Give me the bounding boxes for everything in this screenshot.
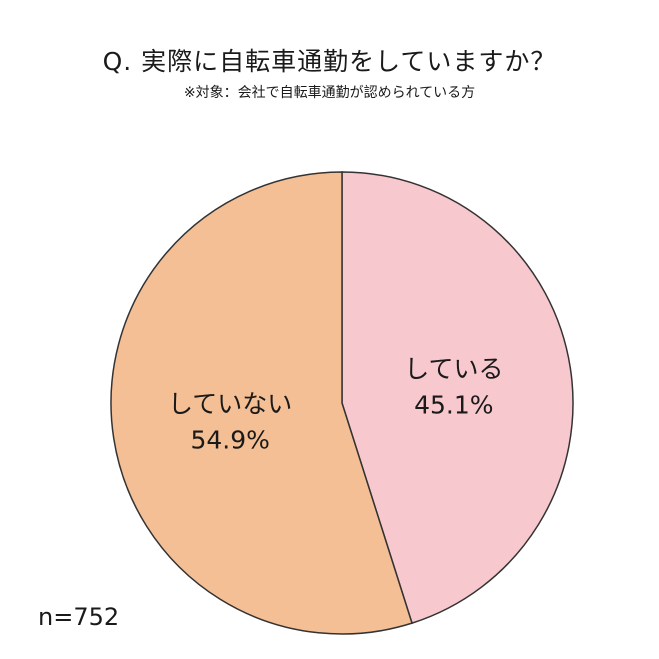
sample-size: n=752 <box>38 603 120 631</box>
pie-slice-1 <box>341 171 574 625</box>
slice-value-2: 54.9% <box>190 425 269 454</box>
slice-label-1: している <box>404 355 503 384</box>
slice-value-1: 45.1% <box>414 391 493 420</box>
chart-title: Q. 実際に自転車通勤をしていますか？ <box>102 47 557 76</box>
slice-label-2: していない <box>168 389 292 418</box>
pie-slice-2 <box>110 171 413 635</box>
chart-subtitle: ※対象：会社で自転車通勤が認められている方 <box>183 85 476 101</box>
